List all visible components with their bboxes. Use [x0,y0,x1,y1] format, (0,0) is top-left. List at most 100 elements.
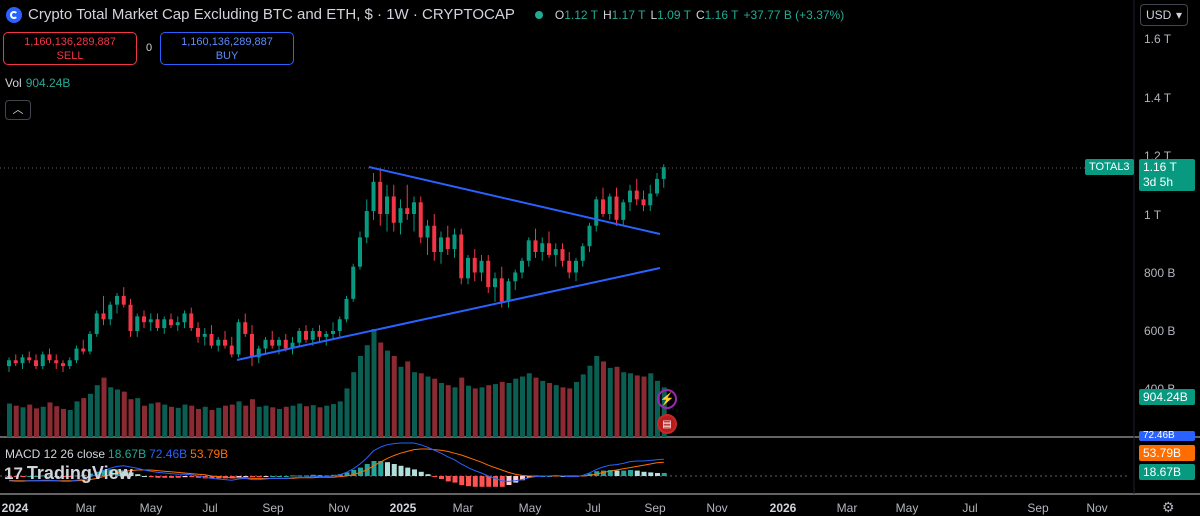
volume-bar [108,387,114,437]
volume-bar [13,405,19,437]
bar-countdown: 3d 5h [1143,175,1174,189]
volume-bar [520,376,525,437]
volume-bar [486,385,492,437]
volume-bar [20,407,26,437]
candle [7,360,11,367]
time-axis-label: May [895,501,919,515]
candle [229,345,234,355]
volume-bar [304,406,309,437]
upper-trendline [368,166,661,235]
candle [162,319,167,329]
gear-icon[interactable]: ⚙ [1162,499,1175,515]
candle [20,357,25,364]
candle [560,249,565,261]
candle [256,348,261,358]
candle [196,328,200,337]
macd-histogram-bar [54,476,60,477]
macd-signal-tag: 72.46B [1139,431,1195,441]
volume-bar [101,377,107,437]
last-price: 1.16 T [1143,160,1177,174]
symbol-tag[interactable]: TOTAL3 [1085,159,1134,175]
candle [499,278,504,302]
chevron-up-icon[interactable]: ︿ [5,100,31,120]
volume-bar [270,407,276,437]
volume-bar [54,406,60,437]
volume-bar [162,404,168,437]
candle [385,196,389,214]
macd-histogram-bar [459,476,465,485]
macd-histogram-bar [67,476,73,477]
volume-bar [283,406,289,437]
macd-histogram-bar [520,476,525,481]
candle [94,313,99,334]
candle [553,249,558,255]
candle [574,260,578,273]
tradingview-wordmark: TradingView [26,463,133,483]
macd-histogram-bar [196,476,201,478]
macd-histogram-bar [371,461,377,476]
candle [459,234,464,279]
us-flag-icon[interactable]: ▤ [657,414,677,434]
symbol-title[interactable]: Crypto Total Market Cap Excluding BTC an… [28,6,515,23]
macd-histogram-bar [499,476,505,487]
candle [40,354,45,367]
candle [216,339,221,346]
macd-signal-value: 72.46B [149,447,188,461]
macd-histogram-bar [229,476,235,479]
macd-histogram-bar [304,475,309,477]
volume-bar [513,378,519,437]
sell-button[interactable]: 1,160,136,289,887 SELL [3,32,137,65]
volume-bar [61,408,66,437]
candle [391,196,396,223]
macd-histogram-bar [277,476,282,477]
macd-hist-value: 53.79B [190,447,229,461]
macd-histogram-bar [47,475,53,477]
volume-bar [661,387,667,437]
macd-histogram-bar [425,474,431,476]
time-axis-label: Jul [202,501,218,515]
macd-histogram-bar [621,470,627,476]
time-axis-label: 2026 [769,501,797,515]
volume-bar [358,356,363,437]
volume-bar [385,350,390,437]
macd-line [8,442,664,482]
currency-select[interactable]: USD ▾ [1140,4,1188,26]
time-axis-label: 2025 [389,501,417,515]
volume-legend[interactable]: Vol 904.24B [5,76,70,90]
candle [175,322,180,326]
volume-bar [229,404,235,437]
candle [47,354,52,361]
volume-bar [142,405,147,437]
candle [641,199,646,206]
macd-histogram-bar [432,476,438,477]
macd-histogram-bar [452,476,458,483]
volume-bar [648,373,654,437]
tradingview-logo[interactable]: 17 TradingView [4,463,133,484]
volume-bar [209,410,215,437]
tradingview-mark-icon: 17 [4,463,23,483]
candle [614,196,619,220]
volume-bar [533,377,539,437]
macd-legend[interactable]: MACD 12 26 close 18.67B 72.46B 53.79B [5,447,228,461]
candle [466,257,470,279]
candle [587,225,592,247]
candle [344,298,349,320]
macd-hist-tag: 53.79B [1139,445,1195,461]
last-price-tag: 1.16 T 3d 5h [1139,159,1195,191]
volume-bar [256,406,262,437]
macd-histogram-bar [526,476,532,478]
macd-histogram-bar [7,476,12,477]
volume-bar [587,365,593,437]
lightning-icon[interactable]: ⚡ [657,389,677,409]
market-status-icon[interactable] [534,10,543,19]
macd-histogram-bar [108,469,114,476]
buy-button[interactable]: 1,160,136,289,887 BUY [160,32,294,65]
candle [27,357,32,361]
macd-histogram-bar [236,476,242,478]
macd-histogram-bar [641,471,647,476]
time-axis-label: Jul [962,501,978,515]
candle [479,260,484,273]
macd-histogram-bar [385,462,390,476]
macd-histogram-bar [61,476,66,477]
